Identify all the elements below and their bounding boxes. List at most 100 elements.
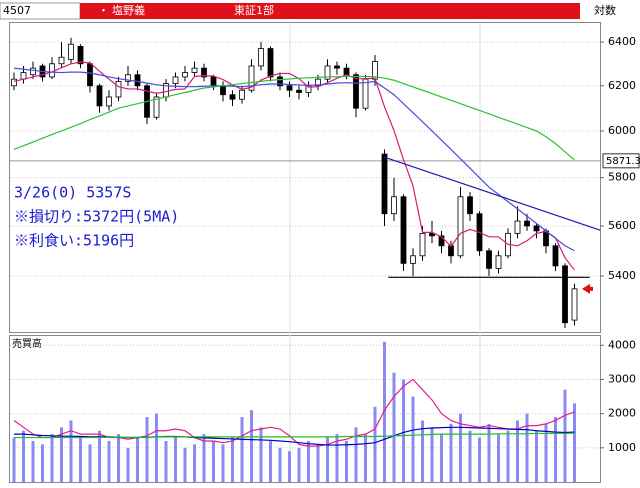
volume-bar	[411, 396, 415, 482]
candle-body	[391, 196, 397, 215]
volume-bar	[373, 406, 377, 482]
volume-panel	[9, 335, 601, 483]
y-tick-label: 5800	[608, 171, 636, 184]
volume-bar	[525, 413, 529, 482]
volume-bar	[136, 437, 139, 482]
volume-bar	[478, 437, 481, 482]
volume-bar	[392, 372, 396, 482]
candle-body	[115, 80, 122, 98]
candle-body	[353, 74, 359, 109]
stock-code: 4507	[3, 4, 31, 17]
candle-body	[514, 220, 521, 234]
volume-bar	[145, 417, 149, 482]
volume-bar	[383, 341, 386, 482]
moving-average	[13, 67, 575, 252]
candle-body	[96, 85, 103, 107]
y-tick-label: 6400	[608, 35, 636, 48]
candle-body	[277, 76, 283, 87]
moving-average	[13, 61, 575, 271]
volume-bar	[31, 440, 35, 482]
trend-line	[384, 156, 601, 231]
candle-body	[438, 235, 445, 247]
volume-bar	[335, 434, 339, 482]
candle-body	[296, 89, 302, 93]
volume-bar	[497, 434, 500, 482]
candle-body	[562, 265, 568, 324]
volume-bar	[345, 440, 348, 482]
volume-bar	[250, 410, 253, 482]
volume-bar	[107, 440, 111, 482]
y-tick-label: 6000	[608, 124, 636, 137]
volume-bar	[468, 430, 472, 482]
candle-body	[343, 67, 350, 76]
candle-body	[49, 63, 55, 78]
y-tick-label: 2000	[608, 407, 636, 420]
candle-body	[248, 65, 255, 91]
candle-body	[58, 56, 65, 65]
volume-bar	[430, 427, 434, 482]
volume-bar	[421, 420, 424, 482]
volume-bar	[183, 447, 187, 482]
candle-body	[153, 96, 160, 118]
volume-title: 売買高	[12, 337, 42, 350]
title-bar	[80, 3, 580, 19]
volume-bar	[164, 440, 168, 482]
volume-bar	[354, 427, 358, 482]
candle-body	[77, 45, 84, 65]
volume-bar	[573, 403, 576, 482]
marker-label: 5871.3	[606, 156, 640, 167]
volume-bar	[79, 437, 82, 482]
stock-name: 塩野義	[112, 3, 145, 17]
candle-body	[30, 67, 36, 76]
candle-body	[419, 232, 426, 257]
volume-bar	[174, 437, 177, 482]
volume-bar	[69, 420, 73, 482]
volume-bar	[297, 447, 301, 482]
volume-bar	[22, 430, 25, 482]
y-tick-label: 6200	[608, 79, 636, 92]
y-tick-label: 1000	[608, 441, 636, 454]
candle-body	[182, 72, 188, 78]
candle-body	[106, 96, 112, 107]
candle-body	[457, 196, 464, 257]
candle-body	[533, 225, 540, 232]
candle-body	[258, 48, 264, 67]
volume-bar	[364, 434, 367, 482]
candle-body	[191, 67, 198, 73]
candle-body	[362, 78, 369, 109]
volume-bar	[193, 444, 196, 482]
volume-bar	[316, 444, 320, 482]
volume-bar	[221, 444, 225, 482]
volume-bar	[259, 427, 263, 482]
candle-body	[324, 65, 331, 80]
candle-body	[229, 94, 236, 100]
y-tick-label: 5400	[608, 269, 636, 282]
moving-average	[13, 75, 575, 161]
candle-body	[400, 196, 407, 264]
last-price-arrow	[582, 283, 593, 294]
candle-body	[134, 74, 141, 87]
volume-bar	[535, 430, 538, 482]
annotation: 3/26(0) 5357S	[14, 184, 131, 202]
candle-body	[68, 43, 74, 60]
candle-body	[571, 288, 578, 321]
candle-body	[448, 245, 454, 257]
candle-body	[11, 78, 17, 87]
annotation: ※利食い:5196円	[14, 232, 134, 250]
candle-body	[286, 85, 293, 91]
volume-bar	[41, 444, 44, 482]
volume-bar	[563, 389, 567, 482]
volume-bar	[278, 447, 282, 482]
volume-bar	[155, 413, 158, 482]
candle-body	[486, 250, 492, 269]
volume-bar	[449, 423, 453, 482]
volume-bar	[60, 427, 63, 482]
volume-bar	[231, 437, 234, 482]
candle-body	[201, 67, 207, 78]
market: 東証1部	[234, 3, 274, 17]
bullet: ・	[98, 4, 109, 17]
volume-bar	[88, 444, 92, 482]
candle-body	[172, 76, 179, 84]
candle-body	[495, 255, 502, 269]
